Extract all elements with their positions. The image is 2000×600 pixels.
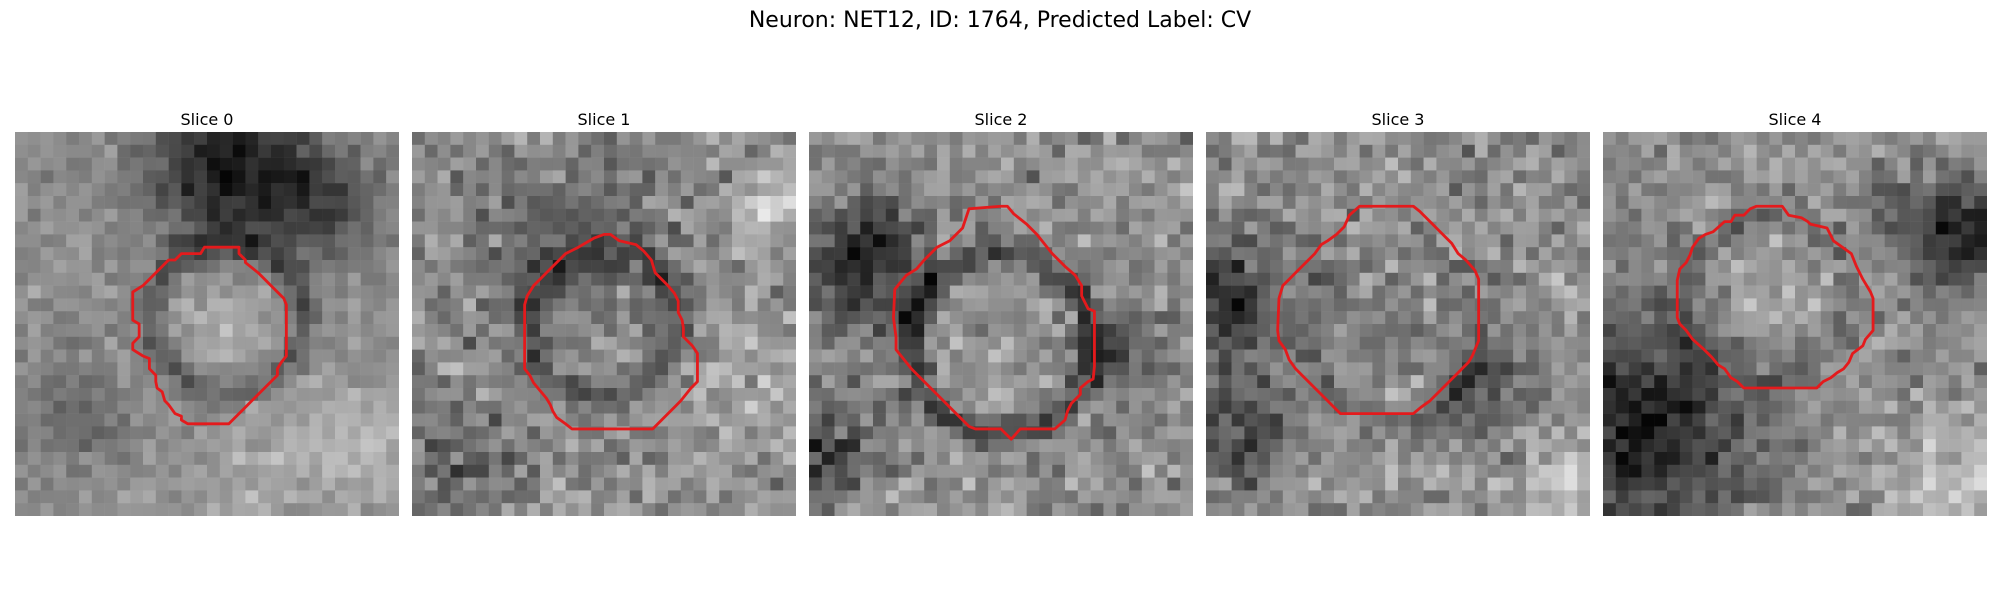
slice-title: Slice 2 xyxy=(974,110,1028,129)
roi-contour xyxy=(1276,204,1481,416)
slice-image-1 xyxy=(412,132,796,516)
grayscale-pixels xyxy=(15,132,399,516)
roi-contour xyxy=(131,245,288,426)
grayscale-pixels xyxy=(1206,132,1590,516)
slice-panel-2: Slice 2 xyxy=(809,108,1193,516)
slice-title: Slice 0 xyxy=(180,110,234,129)
figure-title: Neuron: NET12, ID: 1764, Predicted Label… xyxy=(748,8,1252,33)
roi-contour xyxy=(892,204,1096,441)
slice-image-2 xyxy=(809,132,1193,516)
slice-image-4 xyxy=(1603,132,1987,516)
roi-contour xyxy=(1675,204,1875,390)
slice-panel-0: Slice 0 xyxy=(15,108,399,516)
slice-panel-1: Slice 1 xyxy=(412,108,796,516)
slice-image-0 xyxy=(15,132,399,516)
slice-title: Slice 4 xyxy=(1768,110,1822,129)
grayscale-pixels xyxy=(809,132,1193,516)
slice-title: Slice 3 xyxy=(1371,110,1425,129)
slice-panel-4: Slice 4 xyxy=(1603,108,1987,516)
slice-title: Slice 1 xyxy=(577,110,631,129)
slice-image-3 xyxy=(1206,132,1590,516)
roi-contour xyxy=(523,232,699,431)
grayscale-pixels xyxy=(1603,132,1987,516)
slice-panel-3: Slice 3 xyxy=(1206,108,1590,516)
grayscale-pixels xyxy=(412,132,796,516)
